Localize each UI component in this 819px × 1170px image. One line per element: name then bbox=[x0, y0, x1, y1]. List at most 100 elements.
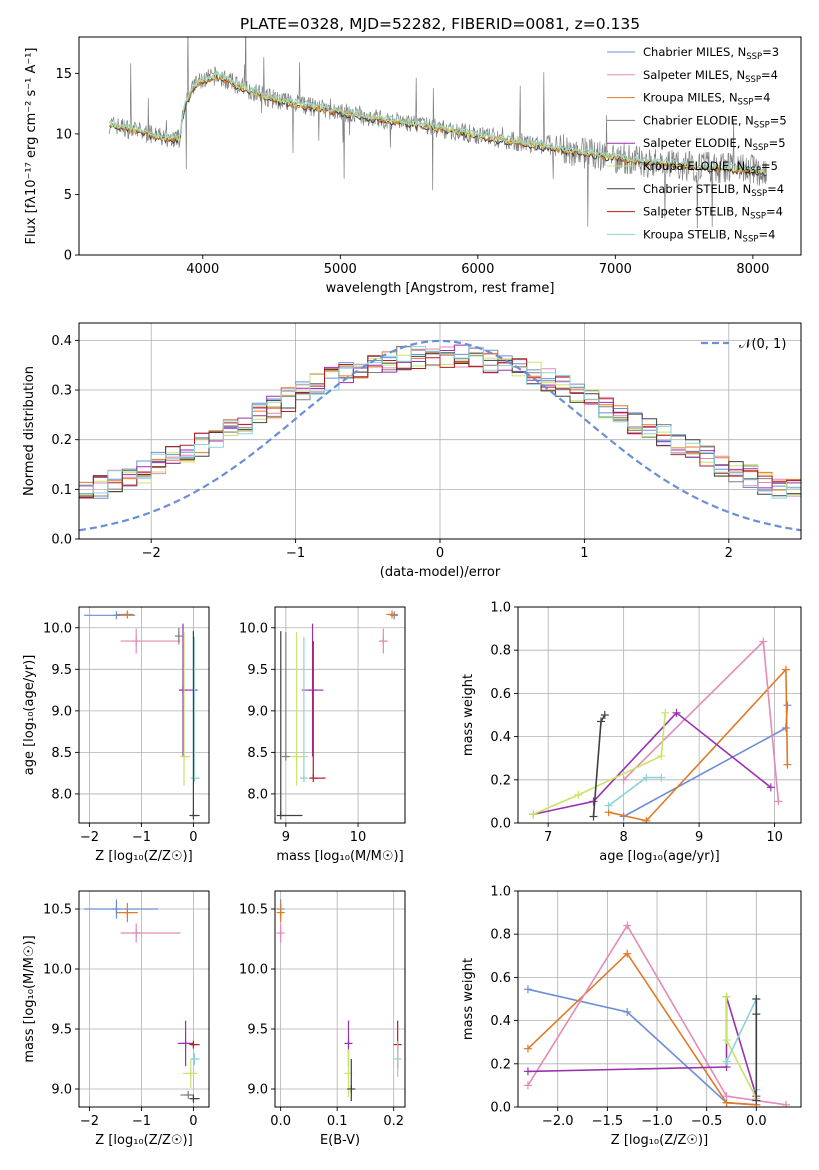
y-tick-label: 1.0 bbox=[490, 601, 511, 616]
legend-sub: SSP bbox=[751, 189, 767, 199]
y-tick-label: 10 bbox=[55, 127, 72, 142]
x-tick-label: 8 bbox=[620, 830, 628, 845]
panel-residuals: −2 −1 0 1 2 0.0 0.1 0.2 0.3 0.4 (data-model)/error… bbox=[22, 322, 802, 580]
y-tick-label: 0.4 bbox=[490, 730, 511, 745]
y-tick-label: 9.5 bbox=[247, 663, 268, 678]
series-line bbox=[532, 712, 666, 816]
y-tick-label: 0.4 bbox=[490, 1014, 511, 1029]
series-line bbox=[608, 776, 662, 807]
y-tick-label: 10.5 bbox=[239, 903, 268, 918]
legend-entry: Salpeter MILES, NSSP=4 bbox=[643, 68, 778, 85]
legend-entry: Salpeter ELODIE, NSSP=5 bbox=[643, 136, 786, 153]
legend-tail: =3 bbox=[762, 45, 779, 59]
x-tick-label: 8000 bbox=[736, 262, 769, 277]
legend-sub: SSP bbox=[750, 212, 766, 222]
y-tick-label: 9.0 bbox=[51, 704, 72, 719]
series-line bbox=[623, 705, 789, 818]
x-tick-label: 10 bbox=[350, 830, 367, 845]
legend-sub: SSP bbox=[745, 75, 761, 85]
series-line bbox=[532, 711, 772, 816]
x-tick-label: 7 bbox=[544, 830, 552, 845]
spectrum-model-line bbox=[108, 70, 767, 174]
legend-entry: Kroupa ELODIE, NSSP=5 bbox=[643, 159, 778, 176]
y-tick-label: 0.8 bbox=[490, 644, 511, 659]
legend-sub: SSP bbox=[743, 234, 759, 244]
y-tick-label: 0.6 bbox=[490, 971, 511, 986]
plot-area bbox=[276, 899, 402, 1101]
axes-frame bbox=[517, 606, 802, 824]
legend-sub: SSP bbox=[738, 98, 754, 108]
y-axis-label: Flux [fλ10⁻¹⁷ erg cm⁻² s⁻¹ A⁻¹] bbox=[24, 48, 39, 245]
y-tick-label: 15 bbox=[55, 67, 72, 82]
plot-area bbox=[84, 899, 200, 1103]
x-tick-label: 4000 bbox=[186, 262, 219, 277]
y-tick-label: 8.5 bbox=[247, 746, 268, 761]
legend-tail: =4 bbox=[758, 227, 775, 241]
x-tick-label: −1.5 bbox=[592, 1114, 624, 1129]
y-tick-label: 9.5 bbox=[247, 1023, 268, 1038]
y-tick-label: 0.4 bbox=[51, 334, 72, 349]
series-line bbox=[592, 714, 606, 817]
panel-weight-vs-age: 7 8 9 10 0.0 0.2 0.4 0.6 0.8 1.0 age [log₁₀(age/yr… bbox=[461, 601, 802, 864]
y-tick-label: 8.5 bbox=[51, 746, 72, 761]
x-tick-label: 9 bbox=[695, 830, 703, 845]
y-tick-label: 0.6 bbox=[490, 687, 511, 702]
spectrum-legend: Chabrier MILES, NSSP=3 Salpeter MILES, NS… bbox=[607, 45, 787, 244]
y-tick-label: 0.0 bbox=[490, 1101, 511, 1116]
x-tick-label: 2 bbox=[725, 546, 733, 561]
y-tick-label: 0.8 bbox=[490, 928, 511, 943]
legend-entry: 𝒩(0, 1) bbox=[739, 337, 786, 352]
axes-frame bbox=[78, 606, 210, 824]
y-tick-label: 10.0 bbox=[43, 963, 72, 978]
plot-area bbox=[108, 37, 767, 229]
y-tick-label: 1.0 bbox=[490, 885, 511, 900]
x-tick-label: 5000 bbox=[324, 262, 357, 277]
spectrum-model-line bbox=[109, 76, 767, 174]
y-tick-label: 9.5 bbox=[51, 663, 72, 678]
plot-area bbox=[529, 637, 792, 823]
series-line bbox=[527, 996, 758, 1097]
panel-weight-vs-Z: −2.0 −1.5 −1.0 −0.5 0.0 0.0 0.2 0.4 0.6 0.8 1.0 Z [… bbox=[461, 885, 802, 1148]
y-tick-label: 0.3 bbox=[51, 384, 72, 399]
x-tick-label: −2 bbox=[142, 546, 161, 561]
x-tick-label: 7000 bbox=[599, 262, 632, 277]
gridlines bbox=[275, 607, 405, 823]
series-line bbox=[608, 667, 789, 822]
y-tick-label: 9.0 bbox=[247, 704, 268, 719]
x-axis-label: Z [log₁₀(Z/Z☉)] bbox=[95, 849, 192, 864]
y-tick-label: 9.5 bbox=[51, 1023, 72, 1038]
y-axis-label: mass weight bbox=[461, 674, 476, 756]
legend-tail: =4 bbox=[766, 205, 783, 219]
y-tick-label: 0.2 bbox=[51, 433, 72, 448]
legend-sub: SSP bbox=[754, 120, 770, 130]
gridlines bbox=[275, 891, 405, 1107]
x-axis-label: E(B-V) bbox=[320, 1133, 360, 1148]
legend-tail: =5 bbox=[769, 136, 786, 150]
panel-spectrum: 4000 5000 6000 7000 8000 0 5 10 15 wavelength [An… bbox=[24, 36, 802, 296]
legend-sub: SSP bbox=[753, 143, 769, 153]
x-tick-label: 0 bbox=[436, 546, 444, 561]
axes-frame bbox=[274, 606, 406, 824]
x-tick-label: −1 bbox=[286, 546, 305, 561]
x-tick-label: −2.0 bbox=[542, 1114, 574, 1129]
y-tick-label: 8.0 bbox=[247, 787, 268, 802]
x-tick-label: −2 bbox=[80, 1114, 99, 1129]
x-axis-label: wavelength [Angstrom, rest frame] bbox=[326, 281, 555, 296]
residual-histogram bbox=[79, 355, 801, 498]
y-axis-label: mass weight bbox=[461, 958, 476, 1040]
x-tick-label: −0.5 bbox=[691, 1114, 723, 1129]
legend-tail: =5 bbox=[761, 159, 778, 173]
x-tick-label: 0.0 bbox=[270, 1114, 291, 1129]
gridlines bbox=[79, 891, 209, 1107]
axes-frame bbox=[78, 36, 802, 256]
y-tick-label: 0.0 bbox=[51, 533, 72, 548]
legend-entry: Chabrier ELODIE, NSSP=5 bbox=[643, 113, 787, 130]
x-axis-label: Z [log₁₀(Z/Z☉)] bbox=[611, 1133, 708, 1148]
y-tick-label: 9.0 bbox=[51, 1083, 72, 1098]
plot-area bbox=[276, 610, 399, 820]
y-tick-label: 10.5 bbox=[43, 903, 72, 918]
y-axis-label: Normed distribution bbox=[22, 366, 37, 496]
panel-mass-vs-Z: −2 −1 0 9.0 9.5 10.0 10.5 Z [log₁₀(Z/Z☉)] mass [… bbox=[22, 890, 210, 1148]
y-tick-label: 0.2 bbox=[490, 1057, 511, 1072]
